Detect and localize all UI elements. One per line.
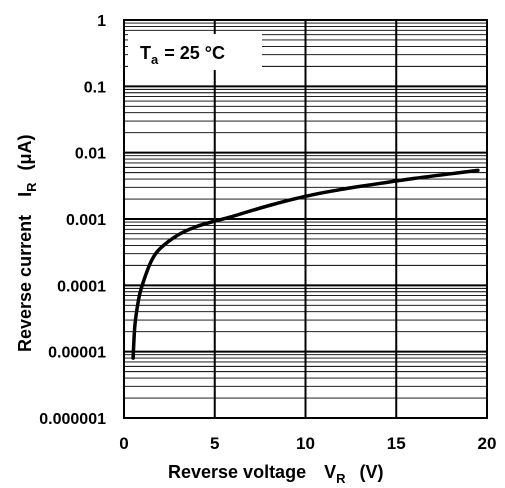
plot-frame (123, 19, 488, 419)
x-axis-symbol-sub: R (336, 471, 346, 486)
x-axis-label: Reverse voltage (168, 462, 306, 482)
y-axis-symbol-sub: R (24, 182, 39, 192)
x-axis-symbol: V (324, 462, 336, 482)
annotation-value: = 25 °C (164, 43, 225, 63)
tick-labels: 0 5 10 15 20 0.000001 0.00001 0.0001 0.001 0.01 0.… (39, 13, 496, 453)
y-axis-unit: (μA) (15, 135, 35, 171)
y-axis-title: Reverse current IR (μA) (15, 135, 39, 352)
svg-text:Ta= 25 °C: Ta = 25 °C (140, 43, 225, 67)
series-curve (131, 168, 480, 360)
grid (123, 19, 488, 419)
y-tick-label: 0.0001 (57, 278, 106, 295)
annotation-subscript: a (151, 52, 159, 67)
y-tick-label: 0.000001 (39, 411, 106, 428)
annotation-symbol: T (140, 43, 151, 63)
y-tick-label: 0.1 (84, 79, 106, 96)
x-axis-unit: (V) (359, 462, 383, 482)
y-axis-symbol: I (15, 192, 35, 197)
y-axis-label: Reverse current (15, 215, 35, 352)
x-tick-label: 15 (387, 434, 406, 453)
temperature-annotation: Ta = 25 °C (128, 34, 262, 70)
x-axis-title: Reverse voltage VR (V) (168, 462, 383, 486)
x-tick-label: 5 (210, 434, 219, 453)
y-tick-label: 0.01 (75, 146, 106, 163)
y-tick-label: 0.00001 (48, 345, 106, 362)
annotation-background (128, 34, 262, 70)
x-tick-label: 20 (478, 434, 497, 453)
y-tick-label: 0.001 (66, 212, 106, 229)
x-tick-label: 10 (296, 434, 315, 453)
x-tick-label: 0 (119, 434, 128, 453)
y-tick-label: 1 (97, 13, 106, 30)
